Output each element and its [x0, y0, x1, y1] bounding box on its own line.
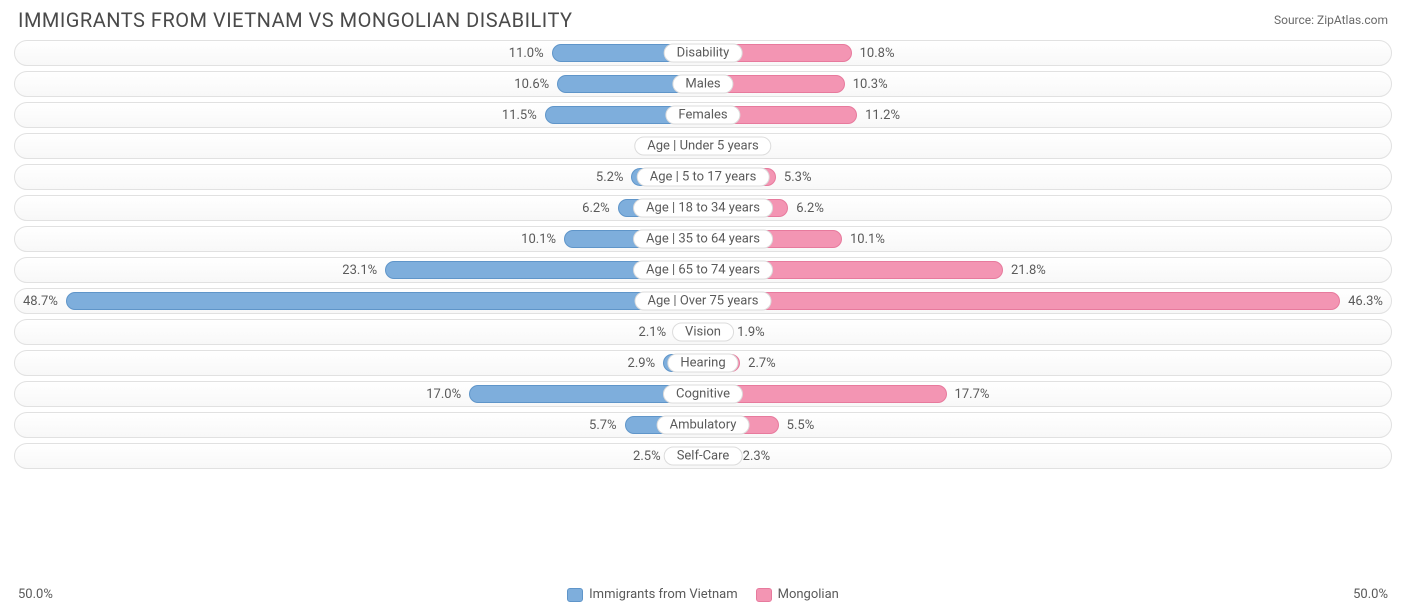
legend-swatch: [567, 588, 583, 602]
row-left-half: 48.7%: [15, 289, 703, 313]
left-value-label: 2.1%: [631, 325, 675, 340]
legend-swatch: [756, 588, 772, 602]
row-right-half: 11.2%: [703, 103, 1391, 127]
chart-rows: 11.0% 10.8% Disability 10.6% 10.3% Males 11.5%…: [0, 36, 1406, 581]
category-label: Age | Over 75 years: [635, 292, 772, 311]
right-value-label: 10.3%: [845, 77, 896, 92]
chart-row: 2.9% 2.7%Hearing: [14, 350, 1392, 376]
category-label: Disability: [664, 44, 743, 63]
row-right-half: 10.1%: [703, 227, 1391, 251]
chart-row: 10.1% 10.1% Age | 35 to 64 years: [14, 226, 1392, 252]
row-left-half: 10.1%: [15, 227, 703, 251]
row-left-half: 23.1%: [15, 258, 703, 282]
row-left-half: 1.1%: [15, 134, 703, 158]
row-right-half: 6.2%: [703, 196, 1391, 220]
row-left-half: 10.6%: [15, 72, 703, 96]
axis-label-left: 50.0%: [18, 587, 53, 602]
row-right-half: 2.7%: [703, 351, 1391, 375]
axis-label-right: 50.0%: [1353, 587, 1388, 602]
category-label: Self-Care: [664, 447, 743, 466]
chart-row: 5.7% 5.5% Ambulatory: [14, 412, 1392, 438]
category-label: Cognitive: [663, 385, 743, 404]
row-left-half: 5.2%: [15, 165, 703, 189]
left-value-label: 5.2%: [588, 170, 632, 185]
right-value-label: 10.8%: [852, 46, 903, 61]
right-value-label: 10.1%: [842, 232, 893, 247]
left-value-label: 5.7%: [581, 418, 625, 433]
right-value-label: 46.3%: [1340, 294, 1391, 309]
legend-label: Immigrants from Vietnam: [589, 587, 737, 602]
row-left-half: 11.0%: [15, 41, 703, 65]
left-value-label: 17.0%: [418, 387, 469, 402]
row-right-half: 21.8%: [703, 258, 1391, 282]
category-label: Males: [672, 75, 733, 94]
chart-source: Source: ZipAtlas.com: [1274, 13, 1388, 27]
left-value-label: 11.0%: [501, 46, 552, 61]
chart-row: 6.2% 6.2% Age | 18 to 34 years: [14, 195, 1392, 221]
chart-row: 2.5% 2.3%Self-Care: [14, 443, 1392, 469]
category-label: Age | 65 to 74 years: [633, 261, 773, 280]
right-value-label: 5.5%: [779, 418, 823, 433]
row-left-half: 17.0%: [15, 382, 703, 406]
chart-row: 23.1% 21.8% Age | 65 to 74 years: [14, 257, 1392, 283]
legend-label: Mongolian: [778, 587, 839, 602]
chart-row: 2.1% 1.9%Vision: [14, 319, 1392, 345]
right-bar: [703, 292, 1340, 310]
row-left-half: 5.7%: [15, 413, 703, 437]
left-value-label: 10.6%: [506, 77, 557, 92]
chart-row: 5.2% 5.3% Age | 5 to 17 years: [14, 164, 1392, 190]
category-label: Age | 18 to 34 years: [633, 199, 773, 218]
chart-footer: 50.0% Immigrants from Vietnam Mongolian 5…: [0, 581, 1406, 612]
category-label: Ambulatory: [657, 416, 750, 435]
chart-row: 10.6% 10.3% Males: [14, 71, 1392, 97]
chart-header: IMMIGRANTS FROM VIETNAM VS MONGOLIAN DIS…: [0, 0, 1406, 36]
category-label: Age | Under 5 years: [634, 137, 771, 156]
row-left-half: 2.9%: [15, 351, 703, 375]
right-value-label: 17.7%: [947, 387, 998, 402]
chart-title: IMMIGRANTS FROM VIETNAM VS MONGOLIAN DIS…: [18, 8, 573, 32]
row-right-half: 46.3%: [703, 289, 1391, 313]
row-right-half: 5.5%: [703, 413, 1391, 437]
right-value-label: 2.7%: [740, 356, 784, 371]
right-value-label: 1.9%: [729, 325, 773, 340]
chart-container: IMMIGRANTS FROM VIETNAM VS MONGOLIAN DIS…: [0, 0, 1406, 612]
legend-item: Immigrants from Vietnam: [567, 587, 737, 602]
left-value-label: 11.5%: [494, 108, 545, 123]
row-right-half: 1.9%: [703, 320, 1391, 344]
right-value-label: 21.8%: [1003, 263, 1054, 278]
chart-row: 11.0% 10.8% Disability: [14, 40, 1392, 66]
category-label: Age | 35 to 64 years: [633, 230, 773, 249]
right-value-label: 5.3%: [776, 170, 820, 185]
left-value-label: 6.2%: [574, 201, 618, 216]
row-right-half: 10.3%: [703, 72, 1391, 96]
left-value-label: 10.1%: [513, 232, 564, 247]
row-right-half: 17.7%: [703, 382, 1391, 406]
row-left-half: 6.2%: [15, 196, 703, 220]
category-label: Females: [665, 106, 740, 125]
row-right-half: 5.3%: [703, 165, 1391, 189]
chart-legend: Immigrants from Vietnam Mongolian: [567, 587, 839, 602]
row-left-half: 11.5%: [15, 103, 703, 127]
chart-row: 48.7% 46.3% Age | Over 75 years: [14, 288, 1392, 314]
left-value-label: 2.9%: [620, 356, 664, 371]
chart-row: 17.0% 17.7% Cognitive: [14, 381, 1392, 407]
legend-item: Mongolian: [756, 587, 839, 602]
chart-row: 11.5% 11.2% Females: [14, 102, 1392, 128]
category-label: Vision: [672, 323, 734, 342]
row-left-half: 2.5%: [15, 444, 703, 468]
row-left-half: 2.1%: [15, 320, 703, 344]
category-label: Age | 5 to 17 years: [637, 168, 770, 187]
right-value-label: 11.2%: [857, 108, 908, 123]
left-value-label: 48.7%: [15, 294, 66, 309]
left-value-label: 23.1%: [334, 263, 385, 278]
right-value-label: 6.2%: [788, 201, 832, 216]
row-right-half: 2.3%: [703, 444, 1391, 468]
left-value-label: 2.5%: [625, 449, 669, 464]
category-label: Hearing: [667, 354, 738, 373]
chart-row: 1.1%1.1%Age | Under 5 years: [14, 133, 1392, 159]
row-right-half: 10.8%: [703, 41, 1391, 65]
row-right-half: 1.1%: [703, 134, 1391, 158]
left-bar: [66, 292, 703, 310]
